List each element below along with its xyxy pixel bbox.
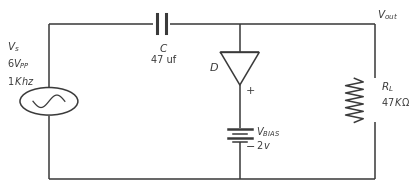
Text: −: −	[246, 142, 255, 152]
Text: +: +	[246, 86, 255, 96]
Text: $6V_{PP}$: $6V_{PP}$	[7, 57, 30, 71]
Text: $V_{BIAS}$: $V_{BIAS}$	[256, 125, 280, 139]
Text: $D$: $D$	[209, 61, 219, 73]
Text: $2\,v$: $2\,v$	[256, 139, 271, 151]
Text: $R_L$: $R_L$	[381, 80, 393, 94]
Text: C: C	[160, 44, 167, 54]
Text: 47 uf: 47 uf	[151, 55, 176, 65]
Text: $V_{out}$: $V_{out}$	[376, 8, 398, 22]
Text: $1\,Khz$: $1\,Khz$	[7, 75, 34, 87]
Text: $V_s$: $V_s$	[7, 40, 20, 54]
Text: $47\,K\Omega$: $47\,K\Omega$	[381, 96, 410, 108]
